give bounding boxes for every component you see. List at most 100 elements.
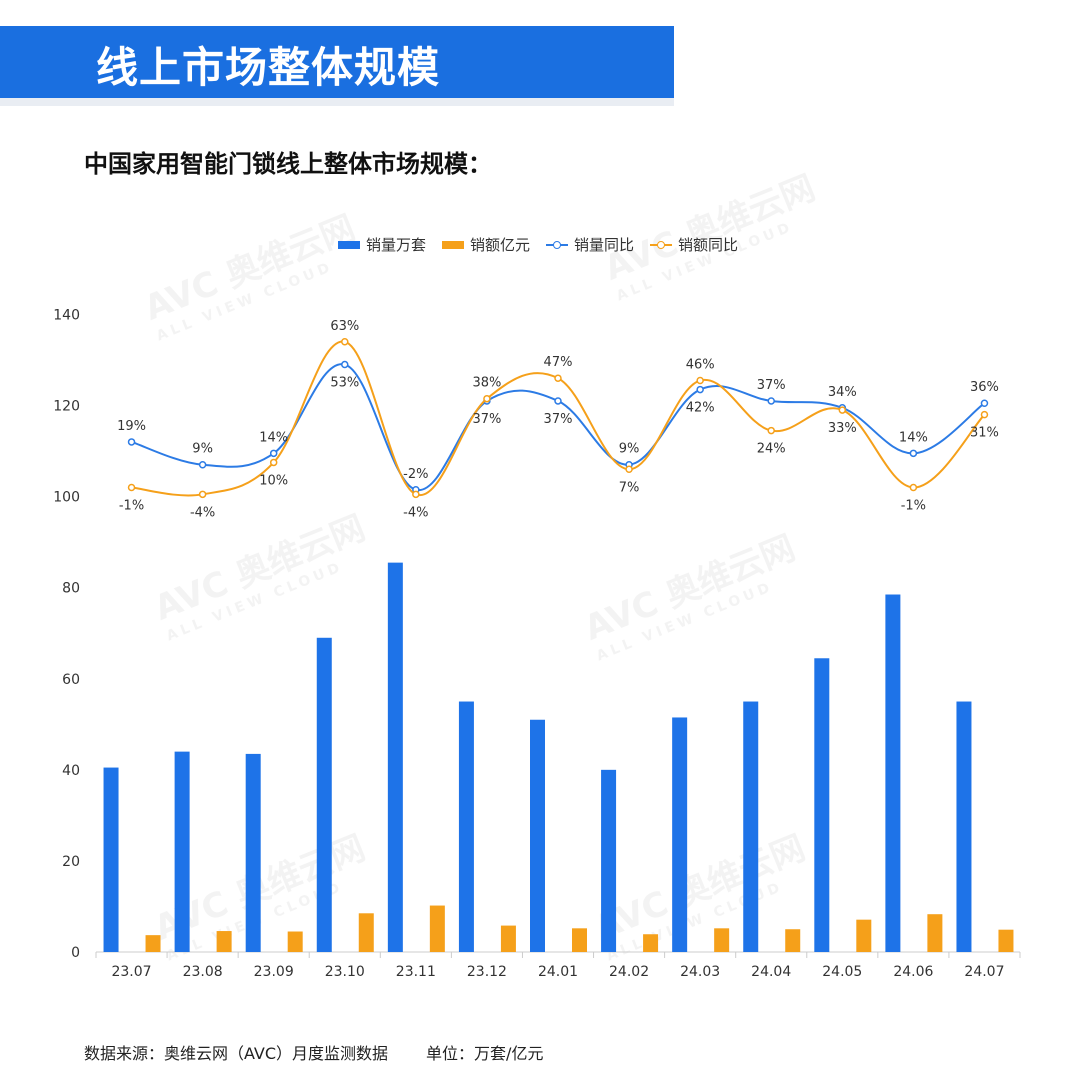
legend-swatch-bar-orange <box>442 240 465 249</box>
bar-sales-amount <box>998 929 1014 952</box>
data-label-volume-yoy: 37% <box>757 378 786 393</box>
y-tick-label: 140 <box>53 307 80 323</box>
line-amount-yoy-point <box>341 338 349 346</box>
bar-sales-amount <box>358 913 374 952</box>
line-amount-yoy-point <box>838 406 847 414</box>
chart-subtitle: 中国家用智能门锁线上整体市场规模： <box>84 150 492 178</box>
legend-label: 销量万套 <box>366 236 427 254</box>
data-label-volume-yoy: -2% <box>403 467 428 482</box>
x-tick-label: 23.09 <box>254 964 294 980</box>
legend-swatch-bar-blue <box>338 240 360 249</box>
y-tick-label: 40 <box>62 763 80 779</box>
line-volume-yoy-point <box>767 397 775 405</box>
bar-sales-amount <box>856 919 872 952</box>
bar-sales-amount <box>714 928 730 952</box>
data-label-amount-yoy: -4% <box>190 505 215 520</box>
line-amount-yoy-point <box>483 394 491 403</box>
bar-sales-volume <box>387 562 403 952</box>
unit-label: 单位：万套/亿元 <box>426 1044 544 1063</box>
y-tick-label: 60 <box>62 672 80 688</box>
data-label-volume-yoy: 9% <box>192 442 213 457</box>
data-label-volume-yoy: 19% <box>117 419 146 434</box>
bar-sales-volume <box>672 717 688 952</box>
x-tick-label: 23.07 <box>111 964 151 980</box>
data-label-amount-yoy: 33% <box>828 421 857 436</box>
data-label-volume-yoy: 53% <box>330 376 359 391</box>
data-label-amount-yoy: -1% <box>901 498 926 513</box>
y-tick-label: 80 <box>62 581 80 597</box>
data-label-amount-yoy: 10% <box>259 473 288 488</box>
x-tick-label: 23.08 <box>183 964 223 980</box>
bar-sales-amount <box>145 935 161 952</box>
y-tick-label: 20 <box>62 854 80 870</box>
bar-sales-volume <box>814 658 830 952</box>
line-volume-yoy-point <box>127 438 136 446</box>
data-label-amount-yoy: 24% <box>757 442 786 457</box>
line-amount-yoy-point <box>767 426 775 435</box>
line-volume-yoy-point <box>269 449 278 458</box>
data-source: 数据来源：奥维云网（AVC）月度监测数据 <box>84 1044 389 1063</box>
legend-swatch-line-blue <box>546 239 569 251</box>
data-label-amount-yoy: 7% <box>619 480 640 495</box>
legend-item-amount-yoy: 销额同比 <box>650 234 738 255</box>
bar-sales-amount <box>785 929 801 952</box>
y-tick-label: 120 <box>53 399 80 415</box>
line-amount-yoy-point <box>909 483 918 492</box>
data-label-volume-yoy: 42% <box>686 401 715 416</box>
data-label-volume-yoy: 14% <box>899 430 928 445</box>
x-tick-label: 24.01 <box>538 964 578 980</box>
line-amount-yoy-point <box>269 458 278 467</box>
legend-item-sales-volume: 销量万套 <box>338 234 426 255</box>
x-tick-label: 24.07 <box>964 964 1004 980</box>
line-amount-yoy-point <box>980 410 989 419</box>
line-amount-yoy-point <box>696 376 704 385</box>
legend-label: 销额同比 <box>678 236 739 254</box>
line-amount-yoy-point <box>625 465 633 474</box>
data-label-amount-yoy: -1% <box>119 498 144 513</box>
line-volume-yoy-point <box>696 385 704 394</box>
data-label-amount-yoy: 46% <box>686 357 715 372</box>
legend-swatch-line-orange <box>650 239 673 251</box>
line-volume-yoy-point <box>198 460 207 469</box>
bar-sales-volume <box>458 701 474 952</box>
bar-sales-amount <box>216 931 232 952</box>
legend-item-sales-amount: 销额亿元 <box>442 234 530 255</box>
data-label-amount-yoy: 38% <box>472 376 501 391</box>
data-label-volume-yoy: 37% <box>472 412 501 427</box>
bar-sales-volume <box>245 753 261 952</box>
x-tick-label: 24.06 <box>893 964 933 980</box>
y-tick-label: 0 <box>71 945 80 961</box>
x-tick-label: 24.04 <box>751 964 791 980</box>
bar-sales-amount <box>500 925 516 952</box>
bar-sales-volume <box>530 719 545 952</box>
data-label-volume-yoy: 37% <box>544 412 573 427</box>
bar-sales-volume <box>743 701 759 952</box>
data-label-amount-yoy: -4% <box>403 505 428 520</box>
line-amount-yoy-point <box>127 483 136 492</box>
data-label-volume-yoy: 34% <box>828 385 857 400</box>
data-label-volume-yoy: 36% <box>970 380 999 395</box>
bar-sales-amount <box>572 928 587 952</box>
footer: 数据来源：奥维云网（AVC）月度监测数据 单位：万套/亿元 <box>84 1040 543 1064</box>
bar-sales-volume <box>174 751 190 952</box>
line-amount-yoy-point <box>198 490 207 499</box>
line-amount-yoy-point <box>412 490 420 499</box>
bar-sales-amount <box>927 914 943 952</box>
legend-label: 销量同比 <box>574 236 635 254</box>
line-amount-yoy-point <box>554 374 562 382</box>
bar-sales-volume <box>601 769 617 952</box>
bar-sales-amount <box>643 934 659 952</box>
legend-label: 销额亿元 <box>470 236 531 254</box>
bar-sales-volume <box>103 767 119 952</box>
bar-sales-volume <box>885 594 901 952</box>
line-volume-yoy-point <box>980 399 989 407</box>
x-tick-label: 24.02 <box>609 964 649 980</box>
x-tick-label: 23.10 <box>325 964 365 980</box>
x-tick-label: 24.05 <box>822 964 862 980</box>
line-volume-yoy-point <box>909 449 918 458</box>
legend-item-volume-yoy: 销量同比 <box>546 234 634 255</box>
bar-sales-amount <box>429 905 445 952</box>
y-tick-label: 100 <box>53 490 80 506</box>
chart-legend: 销量万套 销额亿元 销量同比 销额同比 <box>338 234 738 255</box>
x-tick-label: 24.03 <box>680 964 720 980</box>
